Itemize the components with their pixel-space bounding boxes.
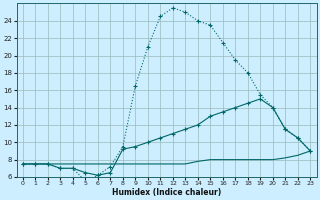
X-axis label: Humidex (Indice chaleur): Humidex (Indice chaleur) [112, 188, 221, 197]
